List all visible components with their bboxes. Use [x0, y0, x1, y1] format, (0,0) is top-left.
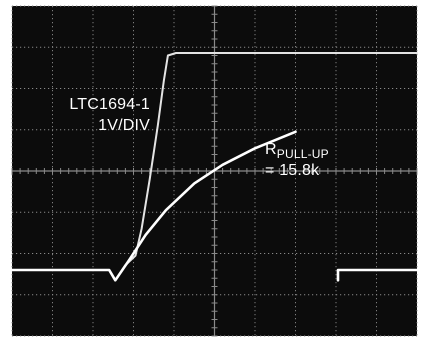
annotation-comparator-scale: 1V/DIV [98, 117, 150, 134]
annotation-pullup-label: RPULL-UP [265, 141, 329, 161]
annotation-pullup-symbol: R [265, 141, 277, 158]
annotation-comparator-name: LTC1694-1 [69, 96, 150, 113]
traces [10, 52, 419, 282]
annotation-pullup-value: = 15.8k [265, 162, 320, 179]
annotation-pullup-subscript: PULL-UP [277, 147, 329, 161]
graticule [11, 5, 418, 337]
trace-pullup-output [10, 130, 297, 282]
trace-next-cycle [336, 268, 419, 282]
